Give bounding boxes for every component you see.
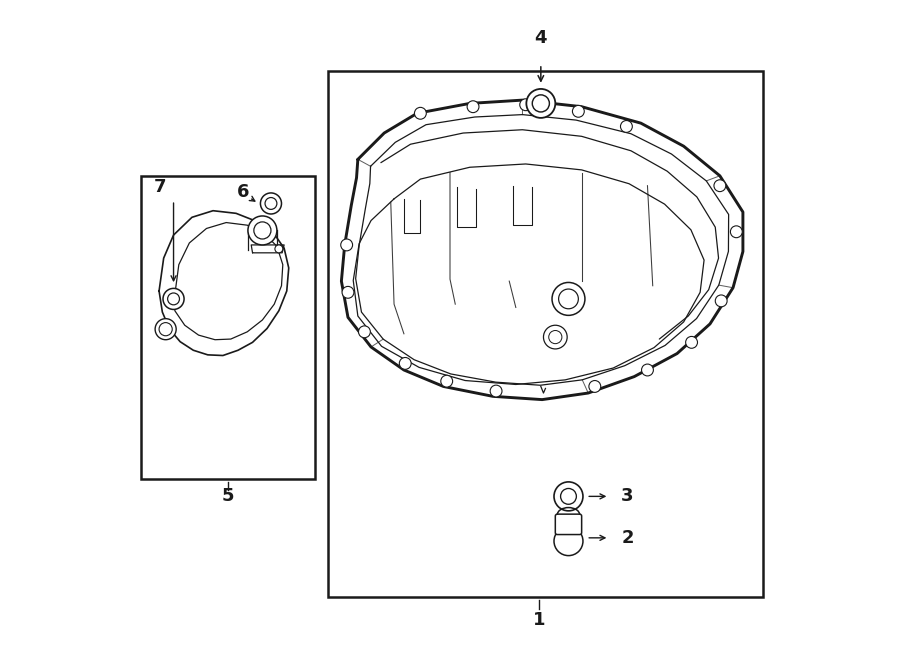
Circle shape [686,336,698,348]
Circle shape [559,289,579,309]
Circle shape [491,385,502,397]
Text: 1: 1 [533,611,545,629]
Circle shape [532,95,549,112]
Circle shape [341,239,353,251]
Bar [140,176,315,479]
Circle shape [415,107,427,119]
FancyBboxPatch shape [555,514,581,535]
Circle shape [260,193,282,214]
Bar [328,71,762,597]
Circle shape [561,488,576,504]
Circle shape [358,326,371,338]
Circle shape [549,330,562,344]
Circle shape [159,323,172,336]
Circle shape [274,245,283,253]
Circle shape [554,482,583,511]
Circle shape [526,89,555,118]
Circle shape [400,358,411,369]
Circle shape [552,282,585,315]
Circle shape [589,381,600,393]
Circle shape [467,100,479,112]
Circle shape [520,98,532,110]
Circle shape [167,293,179,305]
Circle shape [342,286,354,298]
Text: 6: 6 [237,183,249,201]
Circle shape [544,325,567,349]
Text: 7: 7 [154,178,166,196]
Circle shape [714,180,725,192]
Text: 3: 3 [621,487,634,506]
Circle shape [731,226,742,238]
Text: 4: 4 [535,28,547,46]
Circle shape [163,288,184,309]
Circle shape [572,105,584,117]
Circle shape [620,120,633,132]
Circle shape [441,375,453,387]
Circle shape [254,222,271,239]
Circle shape [248,216,277,245]
Text: 2: 2 [621,529,634,547]
Circle shape [642,364,653,376]
Circle shape [554,527,583,556]
Text: 5: 5 [221,487,234,506]
Circle shape [155,319,176,340]
Circle shape [716,295,727,307]
Circle shape [265,198,277,210]
